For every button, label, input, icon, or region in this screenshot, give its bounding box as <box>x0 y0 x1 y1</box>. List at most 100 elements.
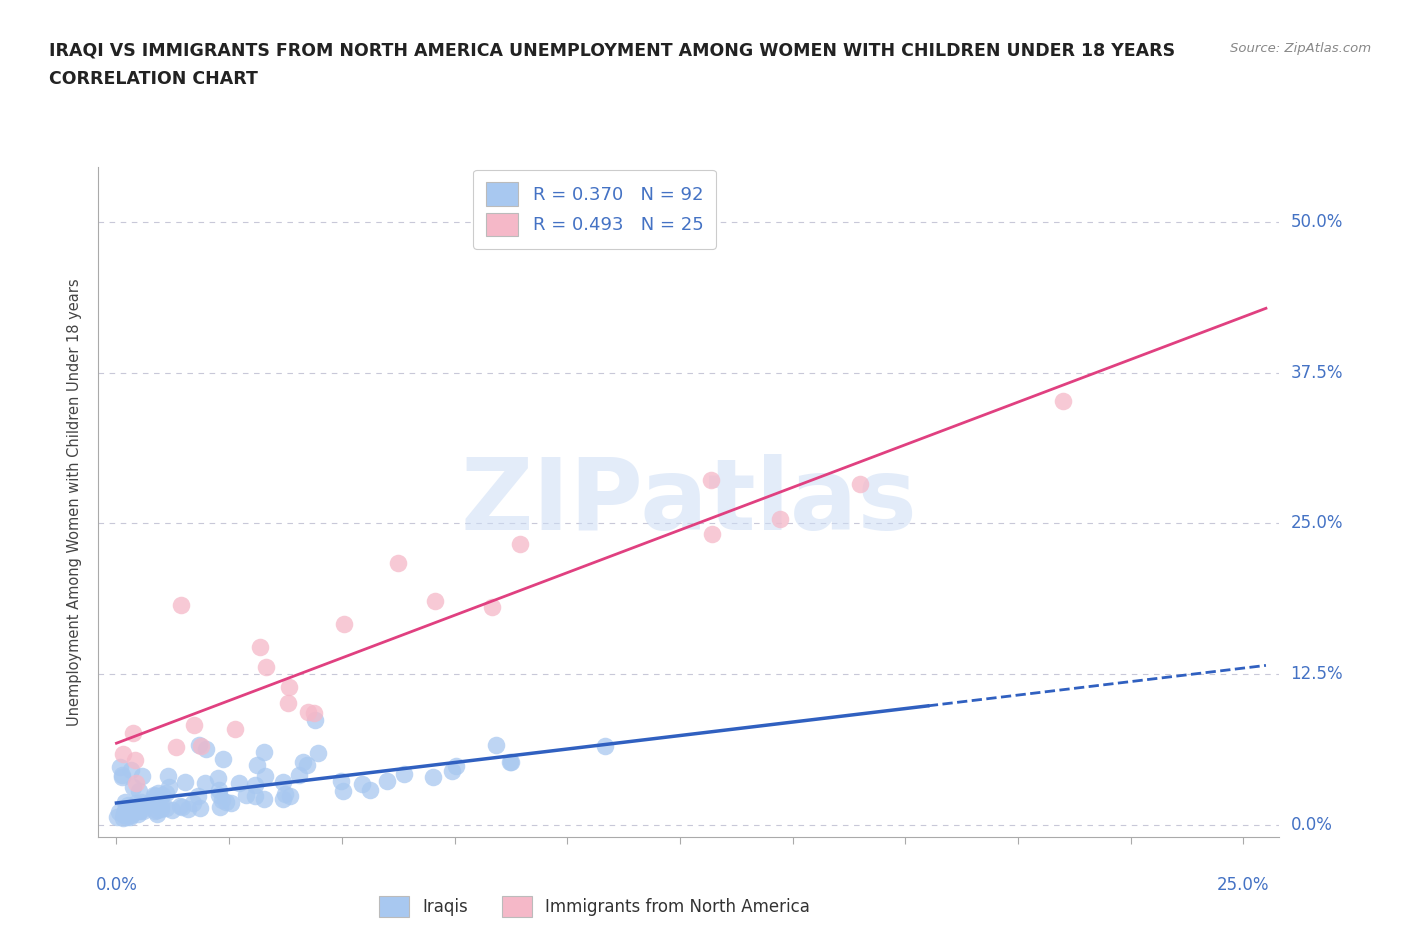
Point <box>297 705 319 720</box>
Point <box>157 779 180 794</box>
Text: CORRELATION CHART: CORRELATION CHART <box>49 70 259 87</box>
Point <box>122 725 145 740</box>
Point <box>302 705 325 720</box>
Point <box>422 770 444 785</box>
Point <box>131 795 153 810</box>
Text: 0.0%: 0.0% <box>96 876 138 894</box>
Point <box>249 639 271 654</box>
Point <box>128 804 150 818</box>
Point <box>183 717 205 732</box>
Point <box>224 722 246 737</box>
Point <box>120 810 142 825</box>
Point <box>111 770 134 785</box>
Point <box>170 598 193 613</box>
Point <box>111 767 134 782</box>
Point <box>129 803 152 817</box>
Point <box>114 794 136 809</box>
Point <box>131 768 153 783</box>
Point <box>387 556 409 571</box>
Point <box>271 775 294 790</box>
Point <box>254 660 277 675</box>
Point <box>278 789 301 804</box>
Point <box>170 800 193 815</box>
Point <box>146 803 169 817</box>
Point <box>155 785 177 800</box>
Text: 25.0%: 25.0% <box>1291 514 1343 532</box>
Point <box>112 810 135 825</box>
Point <box>120 763 142 777</box>
Point <box>359 782 381 797</box>
Point <box>252 791 274 806</box>
Point <box>149 798 172 813</box>
Point <box>769 512 792 526</box>
Point <box>352 777 374 791</box>
Point <box>593 738 616 753</box>
Point <box>215 794 238 809</box>
Point <box>243 789 266 804</box>
Point <box>128 783 150 798</box>
Point <box>125 776 148 790</box>
Point <box>146 806 169 821</box>
Text: 25.0%: 25.0% <box>1218 876 1270 894</box>
Point <box>124 799 146 814</box>
Point <box>700 472 723 487</box>
Point <box>124 796 146 811</box>
Point <box>423 594 446 609</box>
Point <box>392 766 415 781</box>
Point <box>112 807 135 822</box>
Point <box>219 796 242 811</box>
Point <box>112 806 135 821</box>
Point <box>174 775 197 790</box>
Point <box>127 807 149 822</box>
Point <box>271 792 294 807</box>
Point <box>187 789 209 804</box>
Point <box>440 764 463 778</box>
Point <box>849 476 872 491</box>
Point <box>211 792 233 807</box>
Point <box>485 737 508 752</box>
Point <box>183 795 205 810</box>
Point <box>291 755 314 770</box>
Point <box>142 787 165 802</box>
Point <box>212 751 235 766</box>
Point <box>228 776 250 790</box>
Text: 12.5%: 12.5% <box>1291 665 1343 684</box>
Point <box>702 526 724 541</box>
Point <box>208 799 231 814</box>
Point <box>509 536 531 551</box>
Point <box>329 773 352 788</box>
Point <box>148 799 170 814</box>
Point <box>139 794 162 809</box>
Point <box>145 789 167 804</box>
Point <box>132 804 155 818</box>
Point <box>208 783 231 798</box>
Point <box>304 712 326 727</box>
Point <box>444 759 467 774</box>
Point <box>128 800 150 815</box>
Point <box>160 803 183 817</box>
Point <box>177 801 200 816</box>
Text: 50.0%: 50.0% <box>1291 213 1343 231</box>
Point <box>235 787 257 802</box>
Point <box>111 747 134 762</box>
Text: 37.5%: 37.5% <box>1291 364 1343 381</box>
Point <box>253 745 276 760</box>
Point <box>277 696 299 711</box>
Point <box>277 680 299 695</box>
Point <box>253 768 276 783</box>
Point <box>307 746 329 761</box>
Point <box>107 804 129 819</box>
Y-axis label: Unemployment Among Women with Children Under 18 years: Unemployment Among Women with Children U… <box>67 278 83 726</box>
Point <box>188 737 211 752</box>
Point <box>190 738 212 753</box>
Point <box>333 617 356 631</box>
Point <box>499 755 522 770</box>
Point <box>332 784 354 799</box>
Point <box>165 739 187 754</box>
Point <box>122 779 145 794</box>
Point <box>245 777 267 792</box>
Point <box>105 810 128 825</box>
Point <box>149 802 172 817</box>
Point <box>295 757 318 772</box>
Point <box>246 758 269 773</box>
